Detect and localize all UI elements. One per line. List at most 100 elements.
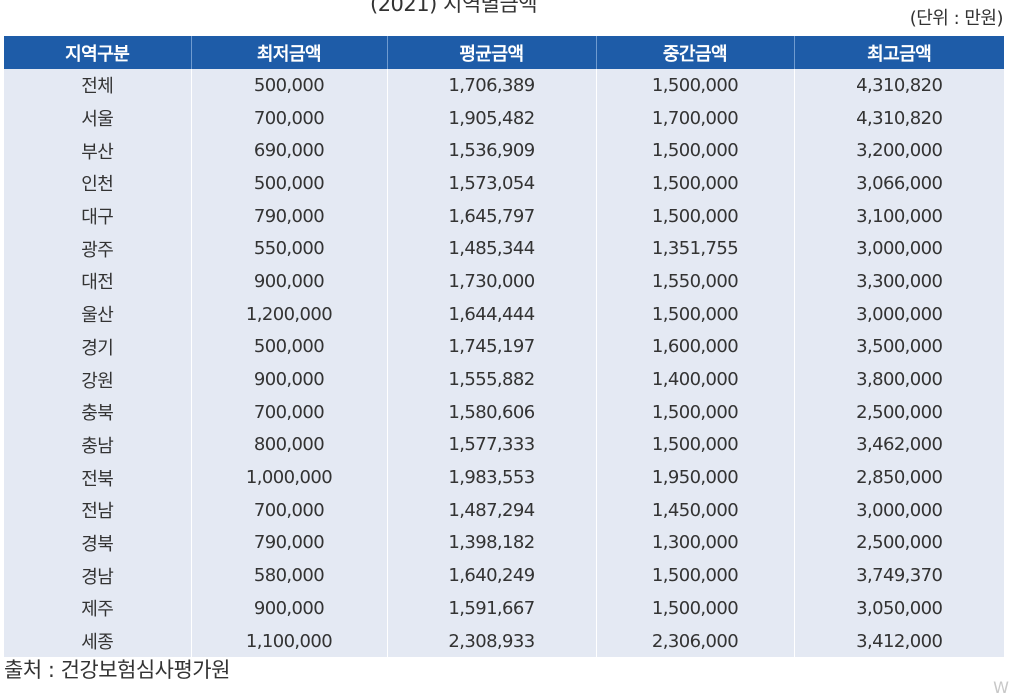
- amount-cell: 900,000: [191, 363, 388, 396]
- amount-cell: 700,000: [191, 101, 388, 135]
- region-cell: 대전: [4, 265, 192, 298]
- table-row: 울산 1,200,000 1,644,444 1,500,000 3,000,000: [4, 297, 1004, 331]
- amount-cell: 3,462,000: [794, 428, 1004, 462]
- amount-cell: 1,745,197: [387, 330, 597, 364]
- amount-cell: 1,400,000: [596, 363, 795, 396]
- table-row: 경북 790,000 1,398,182 1,300,000 2,500,000: [4, 526, 1004, 560]
- column-header: 최저금액: [191, 36, 388, 69]
- amount-cell: 580,000: [191, 559, 388, 592]
- amount-cell: 3,000,000: [794, 297, 1004, 331]
- amount-cell: 1,645,797: [387, 199, 597, 233]
- amount-cell: 1,500,000: [596, 134, 795, 168]
- amount-cell: 3,749,370: [794, 559, 1004, 592]
- amount-cell: 4,310,820: [794, 69, 1004, 102]
- amount-cell: 1,706,389: [387, 69, 597, 102]
- region-cell: 울산: [4, 297, 192, 331]
- amount-cell: 690,000: [191, 134, 388, 168]
- amount-cell: 2,308,933: [387, 624, 597, 658]
- amount-cell: 900,000: [191, 265, 388, 298]
- amount-cell: 1,398,182: [387, 526, 597, 560]
- amount-cell: 1,644,444: [387, 297, 597, 331]
- amount-cell: 3,800,000: [794, 363, 1004, 396]
- amount-cell: 800,000: [191, 428, 388, 462]
- table-row: 인천 500,000 1,573,054 1,500,000 3,066,000: [4, 167, 1004, 200]
- amount-cell: 700,000: [191, 493, 388, 527]
- table-body: 전체 500,000 1,706,389 1,500,000 4,310,820 서울 70…: [4, 69, 1004, 658]
- amount-cell: 1,550,000: [596, 265, 795, 298]
- amount-cell: 1,500,000: [596, 199, 795, 233]
- amount-cell: 700,000: [191, 395, 388, 429]
- amount-cell: 1,500,000: [596, 592, 795, 625]
- table-header: 지역구분 최저금액 평균금액 중간금액 최고금액: [4, 36, 1004, 69]
- amount-cell: 1,555,882: [387, 363, 597, 396]
- table-row: 제주 900,000 1,591,667 1,500,000 3,050,000: [4, 592, 1004, 625]
- amount-cell: 1,600,000: [596, 330, 795, 364]
- amount-cell: 1,983,553: [387, 461, 597, 494]
- table-row: 대구 790,000 1,645,797 1,500,000 3,100,000: [4, 199, 1004, 233]
- amount-cell: 3,050,000: [794, 592, 1004, 625]
- amount-cell: 3,200,000: [794, 134, 1004, 168]
- amount-cell: 3,000,000: [794, 493, 1004, 527]
- amount-cell: 1,500,000: [596, 559, 795, 592]
- table-row: 충남 800,000 1,577,333 1,500,000 3,462,000: [4, 428, 1004, 462]
- table-row: 경남 580,000 1,640,249 1,500,000 3,749,370: [4, 559, 1004, 592]
- amount-cell: 1,950,000: [596, 461, 795, 494]
- amount-cell: 1,500,000: [596, 167, 795, 200]
- column-header: 지역구분: [4, 36, 192, 69]
- region-cell: 세종: [4, 624, 192, 658]
- watermark-fragment: W: [993, 678, 1009, 697]
- amount-cell: 1,500,000: [596, 69, 795, 102]
- amount-cell: 2,500,000: [794, 526, 1004, 560]
- table-row: 부산 690,000 1,536,909 1,500,000 3,200,000: [4, 134, 1004, 168]
- table-row: 대전 900,000 1,730,000 1,550,000 3,300,000: [4, 265, 1004, 298]
- amount-cell: 1,573,054: [387, 167, 597, 200]
- region-cell: 경남: [4, 559, 192, 592]
- table-row: 전체 500,000 1,706,389 1,500,000 4,310,820: [4, 69, 1004, 102]
- table-row: 서울 700,000 1,905,482 1,700,000 4,310,820: [4, 101, 1004, 135]
- region-cell: 부산: [4, 134, 192, 168]
- table-row: 충북 700,000 1,580,606 1,500,000 2,500,000: [4, 395, 1004, 429]
- amount-cell: 3,066,000: [794, 167, 1004, 200]
- amount-cell: 1,580,606: [387, 395, 597, 429]
- region-cell: 서울: [4, 101, 192, 135]
- amount-cell: 1,905,482: [387, 101, 597, 135]
- region-cell: 경북: [4, 526, 192, 560]
- column-header: 중간금액: [596, 36, 795, 69]
- region-cell: 강원: [4, 363, 192, 396]
- region-cell: 제주: [4, 592, 192, 625]
- amount-cell: 1,591,667: [387, 592, 597, 625]
- amount-cell: 1,500,000: [596, 428, 795, 462]
- amount-cell: 1,351,755: [596, 232, 795, 266]
- source-note: 출처 : 건강보험심사평가원: [4, 658, 230, 682]
- amount-cell: 1,730,000: [387, 265, 597, 298]
- amount-cell: 1,536,909: [387, 134, 597, 168]
- amount-cell: 900,000: [191, 592, 388, 625]
- region-cell: 충남: [4, 428, 192, 462]
- region-cell: 전남: [4, 493, 192, 527]
- amount-cell: 500,000: [191, 330, 388, 364]
- table-row: 전북 1,000,000 1,983,553 1,950,000 2,850,000: [4, 461, 1004, 494]
- table-row: 세종 1,100,000 2,308,933 2,306,000 3,412,000: [4, 624, 1004, 658]
- amount-cell: 1,300,000: [596, 526, 795, 560]
- region-cell: 전체: [4, 69, 192, 102]
- amount-cell: 1,500,000: [596, 395, 795, 429]
- amount-cell: 1,500,000: [596, 297, 795, 331]
- amount-cell: 1,487,294: [387, 493, 597, 527]
- amount-cell: 3,000,000: [794, 232, 1004, 266]
- unit-note: (단위 : 만원): [909, 8, 1004, 29]
- column-header: 평균금액: [387, 36, 597, 69]
- amount-cell: 1,200,000: [191, 297, 388, 331]
- column-header: 최고금액: [794, 36, 1004, 69]
- amount-cell: 4,310,820: [794, 101, 1004, 135]
- amount-cell: 3,500,000: [794, 330, 1004, 364]
- amount-cell: 1,700,000: [596, 101, 795, 135]
- amount-cell: 500,000: [191, 69, 388, 102]
- region-cell: 인천: [4, 167, 192, 200]
- amount-cell: 1,100,000: [191, 624, 388, 658]
- amount-cell: 3,412,000: [794, 624, 1004, 658]
- amount-cell: 2,850,000: [794, 461, 1004, 494]
- amount-cell: 2,306,000: [596, 624, 795, 658]
- region-cell: 대구: [4, 199, 192, 233]
- amount-cell: 1,450,000: [596, 493, 795, 527]
- region-cell: 경기: [4, 330, 192, 364]
